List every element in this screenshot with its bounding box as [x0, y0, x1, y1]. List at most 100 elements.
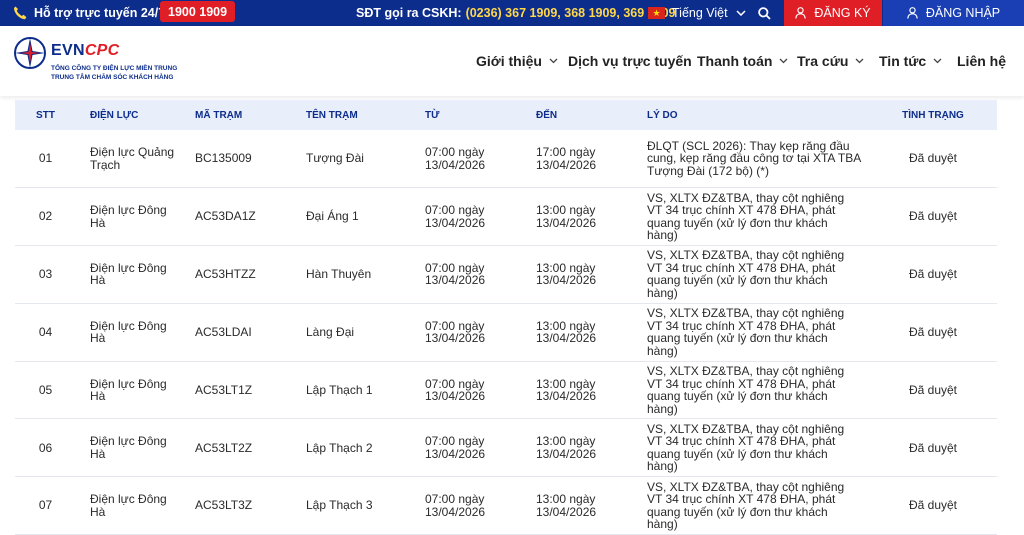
col-header-ma-tram: MÃ TRẠM — [195, 109, 243, 121]
cell-dien-luc: Điện lực Đông Hà — [90, 260, 167, 288]
col-header-ly-do: LÝ DO — [647, 109, 678, 121]
nav-label: Thanh toán — [697, 53, 773, 69]
cell-tinh-trang: Đã duyệt — [908, 325, 958, 340]
cell-ly-do: VS, XLTX ĐZ&TBA, thay cột nghiêng VT 34 … — [647, 479, 845, 532]
table-row: 06 Điện lực Đông Hà AC53LT2Z Lập Thạch 2 07:… — [15, 419, 997, 477]
col-header-den: ĐẾN — [536, 109, 558, 121]
cell-ten-tram: Lập Thạch 1 — [306, 382, 373, 397]
table-row: 02 Điện lực Đông Hà AC53DA1Z Đại Áng 1 07:00… — [15, 188, 997, 246]
cell-ly-do: VS, XLTX ĐZ&TBA, thay cột nghiêng VT 34 … — [647, 364, 845, 416]
support-info: Hỗ trợ trực tuyến 24/7: — [12, 0, 169, 26]
nav-item-tin-tuc[interactable]: Tin tức — [879, 26, 942, 96]
brand-subtitle-2: TRUNG TÂM CHĂM SÓC KHÁCH HÀNG — [51, 74, 174, 81]
col-header-dien-luc: ĐIỆN LỰC — [90, 109, 139, 121]
cell-dien-luc: Điện lực Đông Hà — [90, 492, 167, 519]
cell-stt: 04 — [38, 325, 53, 340]
user-icon — [795, 7, 807, 19]
cell-den: 13:00 ngày 13/04/2026 — [536, 434, 597, 461]
cell-den: 13:00 ngày 13/04/2026 — [536, 492, 597, 519]
cell-ma-tram: AC53LDAI — [195, 325, 252, 340]
cell-stt: 07 — [38, 498, 53, 513]
table-row: 05 Điện lực Đông Hà AC53LT1Z Lập Thạch 1 07:… — [15, 361, 997, 419]
brand-subtitle-1: TỔNG CÔNG TY ĐIỆN LỰC MIỀN TRUNG — [51, 65, 178, 72]
login-label: ĐĂNG NHẬP — [925, 6, 1001, 20]
col-header-stt: STT — [36, 109, 55, 121]
cell-ly-do: VS, XLTX ĐZ&TBA, thay cột nghiêng VT 34 … — [647, 248, 845, 300]
register-button[interactable]: ĐĂNG KÝ — [784, 0, 882, 26]
cell-ly-do: ĐLQT (SCL 2026): Thay kẹp răng đầu cung,… — [647, 138, 861, 178]
cell-den: 13:00 ngày 13/04/2026 — [536, 260, 597, 288]
cskh-label: SĐT gọi ra CSKH: — [356, 6, 462, 20]
nav-label: Tra cứu — [797, 53, 849, 69]
cell-dien-luc: Điện lực Đông Hà — [90, 434, 167, 461]
nav-item-gioi-thieu[interactable]: Giới thiệu — [476, 26, 558, 96]
cell-tinh-trang: Đã duyệt — [908, 209, 958, 224]
cell-tu: 07:00 ngày 13/04/2026 — [425, 492, 486, 519]
table-row: 03 Điện lực Đông Hà AC53HTZZ Hàn Thuyên 07:0… — [15, 246, 997, 304]
nav-item-thanh-toan[interactable]: Thanh toán — [697, 26, 788, 96]
evncpc-logo[interactable]: EVNCPC TỔNG CÔNG TY ĐIỆN LỰC MIỀN TRUNG … — [13, 36, 203, 88]
user-icon — [907, 7, 918, 19]
cell-ly-do: VS, XLTX ĐZ&TBA, thay cột nghiêng VT 34 … — [647, 306, 845, 358]
table-header-row: STT ĐIỆN LỰC MÃ TRẠM TÊN TRẠM TỪ ĐẾN LÝ … — [15, 100, 997, 130]
cell-tinh-trang: Đã duyệt — [908, 498, 958, 513]
cell-stt: 03 — [38, 267, 53, 282]
cell-ly-do: VS, XLTX ĐZ&TBA, thay cột nghiêng VT 34 … — [647, 190, 845, 243]
cell-tinh-trang: Đã duyệt — [908, 440, 958, 455]
cell-ly-do: VS, XLTX ĐZ&TBA, thay cột nghiêng VT 34 … — [647, 421, 845, 474]
nav-label: Dịch vụ trực tuyến — [568, 53, 692, 69]
cell-dien-luc: Điện lực Đông Hà — [90, 376, 167, 404]
cell-stt: 05 — [38, 382, 53, 397]
cskh-numbers: (0236) 367 1909, 368 1909, 369 1909 — [465, 6, 676, 20]
cell-ma-tram: AC53LT2Z — [195, 440, 253, 455]
cell-ten-tram: Lập Thạch 3 — [306, 498, 373, 513]
cell-den: 17:00 ngày 13/04/2026 — [536, 145, 597, 172]
table-row: 04 Điện lực Đông Hà AC53LDAI Làng Đại 07:00 … — [15, 303, 997, 362]
site-header: EVNCPC TỔNG CÔNG TY ĐIỆN LỰC MIỀN TRUNG … — [0, 26, 1024, 96]
search-button[interactable] — [756, 0, 772, 26]
table-row: 07 Điện lực Đông Hà AC53LT3Z Lập Thạch 3 07:… — [15, 477, 997, 535]
cell-stt: 02 — [38, 209, 53, 224]
outage-schedule-table: STT ĐIỆN LỰC MÃ TRẠM TÊN TRẠM TỪ ĐẾN LÝ … — [15, 100, 997, 535]
search-icon — [757, 6, 771, 20]
nav-label: Tin tức — [879, 53, 927, 69]
cell-ma-tram: AC53LT3Z — [195, 498, 253, 513]
cell-tinh-trang: Đã duyệt — [908, 151, 958, 166]
cell-tinh-trang: Đã duyệt — [908, 382, 958, 397]
phone-icon — [12, 5, 28, 21]
nav-item-tra-cuu[interactable]: Tra cứu — [797, 26, 864, 96]
table-row: 01 Điện lực Quảng Trạch BC135009 Tượng Đài 0… — [15, 130, 997, 188]
language-selector[interactable]: Tiếng Việt — [672, 0, 746, 26]
cell-dien-luc: Điện lực Đông Hà — [90, 318, 167, 346]
col-header-tinh-trang: TÌNH TRẠNG — [902, 109, 964, 121]
cell-stt: 06 — [38, 440, 53, 455]
cell-ten-tram: Lập Thạch 2 — [306, 440, 373, 455]
cell-ten-tram: Hàn Thuyên — [306, 267, 372, 282]
login-button[interactable]: ĐĂNG NHẬP — [883, 0, 1024, 26]
cell-ma-tram: AC53HTZZ — [195, 267, 256, 282]
cell-tu: 07:00 ngày 13/04/2026 — [425, 318, 486, 346]
col-header-ten-tram: TÊN TRẠM — [306, 109, 358, 121]
cell-tu: 07:00 ngày 13/04/2026 — [425, 376, 486, 404]
chevron-down-icon — [855, 58, 864, 64]
cell-dien-luc: Điện lực Quảng Trạch — [90, 145, 175, 172]
cell-ten-tram: Tượng Đài — [306, 151, 364, 166]
hotline-button[interactable]: 1900 1909 — [160, 1, 236, 22]
language-label: Tiếng Việt — [672, 6, 728, 20]
chevron-down-icon — [779, 58, 788, 64]
top-bar: Hỗ trợ trực tuyến 24/7: 1900 1909 SĐT gọ… — [0, 0, 1024, 26]
cell-tinh-trang: Đã duyệt — [908, 267, 958, 282]
cell-tu: 07:00 ngày 13/04/2026 — [425, 203, 486, 230]
vietnam-flag-icon: ★ — [648, 7, 665, 19]
cell-ten-tram: Làng Đại — [306, 325, 355, 340]
cell-ma-tram: AC53LT1Z — [195, 382, 253, 397]
cell-den: 13:00 ngày 13/04/2026 — [536, 376, 597, 404]
nav-label: Liên hệ — [957, 53, 1007, 69]
chevron-down-icon — [933, 58, 942, 64]
nav-item-lien-he[interactable]: Liên hệ — [957, 26, 1006, 96]
cell-ma-tram: AC53DA1Z — [195, 209, 256, 224]
cell-dien-luc: Điện lực Đông Hà — [90, 203, 167, 230]
evn-emblem-icon — [13, 36, 47, 75]
nav-item-dich-vu-truc-tuyen[interactable]: Dịch vụ trực tuyến — [568, 26, 692, 96]
cell-ten-tram: Đại Áng 1 — [306, 209, 359, 224]
